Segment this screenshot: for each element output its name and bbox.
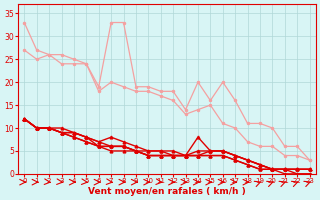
X-axis label: Vent moyen/en rafales ( km/h ): Vent moyen/en rafales ( km/h ) [88, 187, 246, 196]
